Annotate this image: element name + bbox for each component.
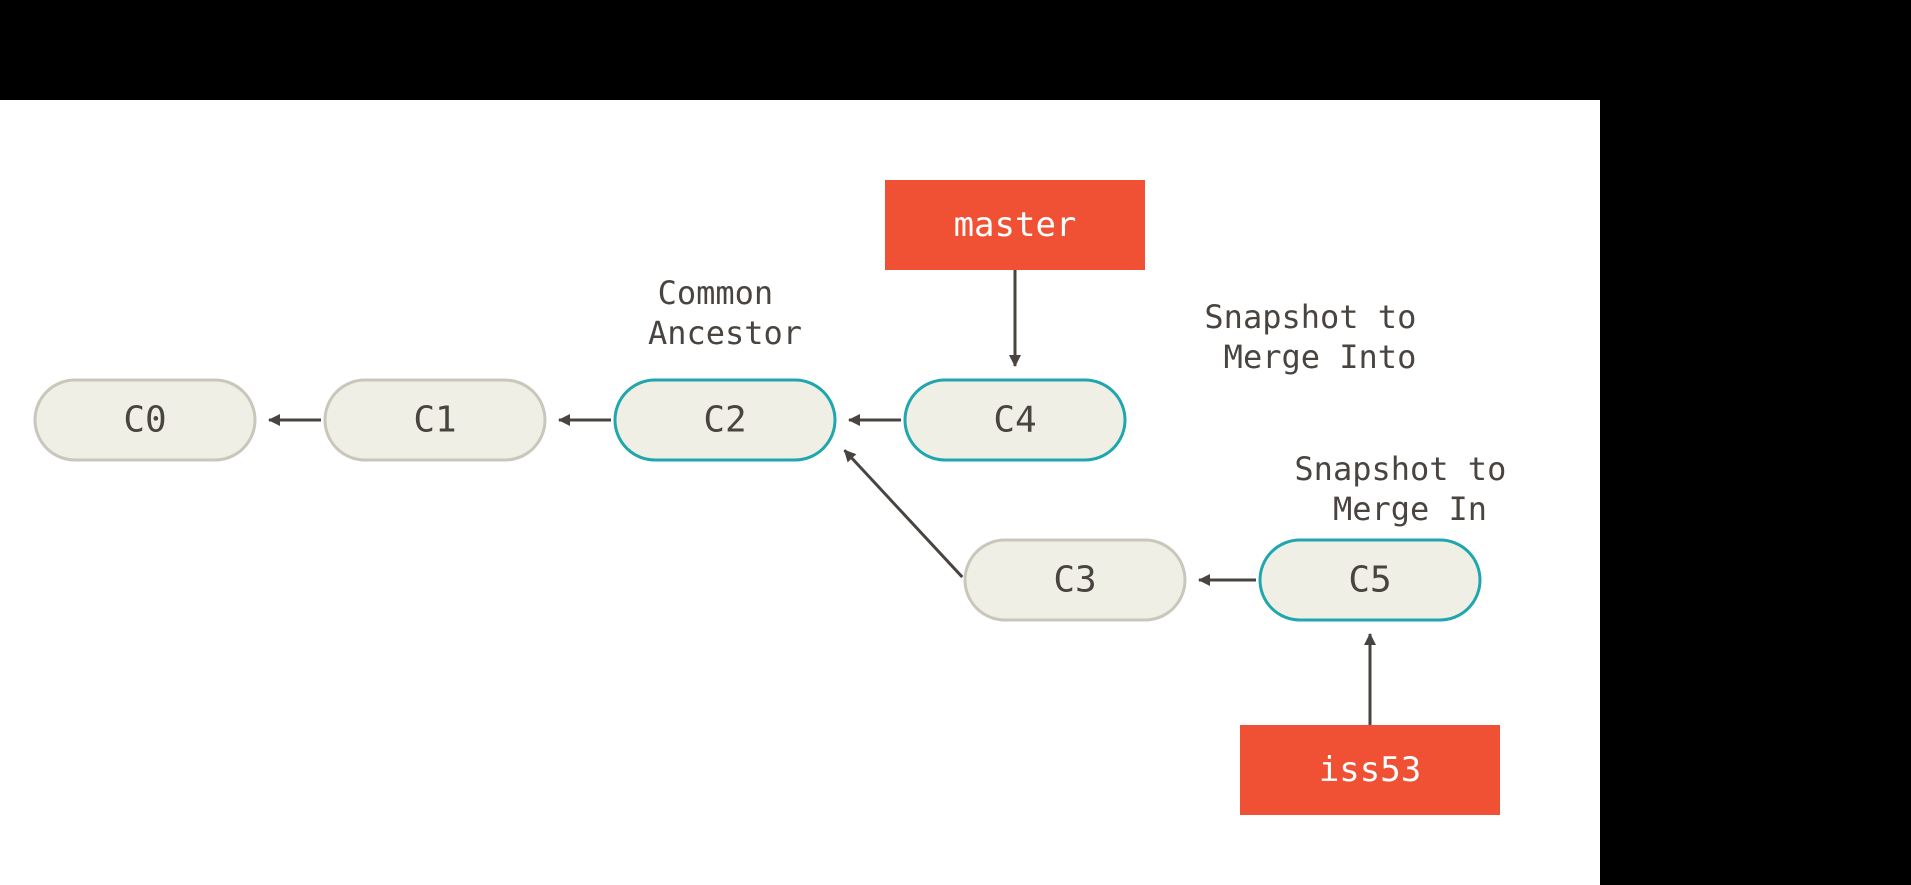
commit-node-c2: C2	[615, 380, 835, 460]
branch-box-master: master	[885, 180, 1145, 270]
branch-box-iss53: iss53	[1240, 725, 1500, 815]
commit-label-c1: C1	[413, 400, 456, 441]
commit-label-c4: C4	[993, 400, 1036, 441]
commit-label-c3: C3	[1053, 560, 1096, 601]
commit-label-c0: C0	[123, 400, 166, 441]
branch-label-master: master	[954, 205, 1077, 245]
commit-node-c4: C4	[905, 380, 1125, 460]
branch-label-iss53: iss53	[1319, 750, 1421, 790]
git-merge-diagram: C0C1C2C4C3C5 masteriss53 Common Ancestor…	[0, 0, 1911, 885]
commit-node-c5: C5	[1260, 540, 1480, 620]
commit-node-c0: C0	[35, 380, 255, 460]
commit-label-c2: C2	[703, 400, 746, 441]
commit-node-c1: C1	[325, 380, 545, 460]
commit-node-c3: C3	[965, 540, 1185, 620]
commit-label-c5: C5	[1348, 560, 1391, 601]
